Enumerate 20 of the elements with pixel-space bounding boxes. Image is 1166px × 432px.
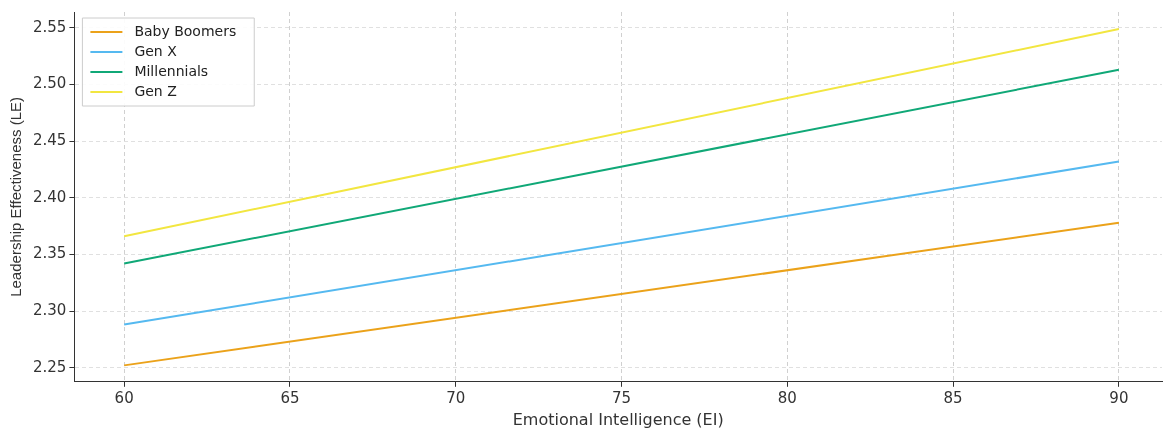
x-tick-label: 60	[114, 388, 134, 407]
y-tick-label: 2.30	[32, 300, 67, 319]
y-tick-label: 2.35	[32, 244, 67, 263]
y-tick-label: 2.50	[32, 74, 67, 93]
x-tick-label: 90	[1109, 388, 1129, 407]
y-tick-label: 2.45	[32, 131, 67, 150]
y-axis-title: Leadership Effectiveness (LE)	[7, 96, 25, 297]
x-tick-label: 85	[943, 388, 963, 407]
y-tick-label: 2.55	[32, 17, 67, 36]
x-tick-label: 75	[611, 388, 632, 407]
legend-label: Gen Z	[134, 82, 177, 99]
legend-label: Millennials	[134, 62, 209, 79]
y-tick-label: 2.40	[32, 187, 67, 206]
y-tick-label: 2.25	[32, 357, 67, 376]
x-tick-label: 80	[777, 388, 797, 407]
x-tick-label: 70	[446, 388, 466, 407]
legend-label: Baby Boomers	[134, 22, 237, 39]
x-tick-label: 65	[280, 388, 300, 407]
legend-label: Gen X	[134, 42, 178, 59]
x-axis-title: Emotional Intelligence (EI)	[512, 409, 724, 429]
